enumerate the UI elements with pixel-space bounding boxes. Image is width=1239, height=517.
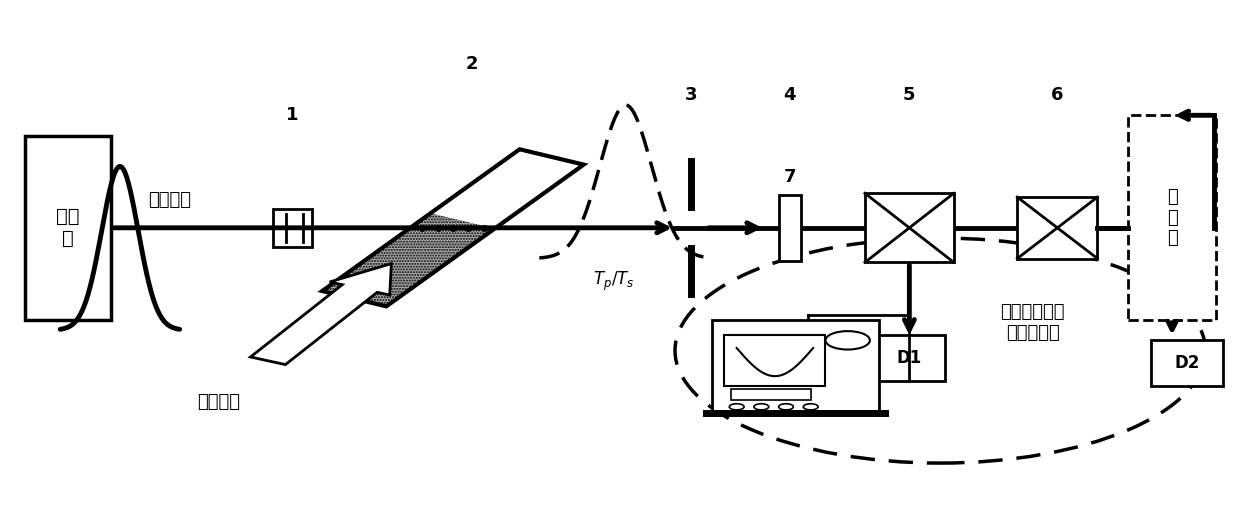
Bar xyxy=(25,136,112,320)
Text: 4: 4 xyxy=(783,86,795,104)
Bar xyxy=(725,335,825,386)
Bar xyxy=(731,389,810,400)
Polygon shape xyxy=(431,149,584,229)
Text: 激光
器: 激光 器 xyxy=(57,207,79,248)
Text: 像
传
递: 像 传 递 xyxy=(1167,188,1177,247)
Bar xyxy=(865,193,954,262)
Bar xyxy=(1151,340,1223,386)
Bar xyxy=(778,194,800,261)
Text: 3: 3 xyxy=(685,86,698,104)
Text: 5: 5 xyxy=(903,86,916,104)
Text: 6: 6 xyxy=(1051,86,1063,104)
Bar xyxy=(712,320,878,415)
Text: 1: 1 xyxy=(286,107,299,124)
Bar xyxy=(873,335,945,381)
Polygon shape xyxy=(250,264,392,364)
Text: 激光脉冲测量
与记录系统: 激光脉冲测量 与记录系统 xyxy=(1000,303,1066,342)
Bar xyxy=(1127,115,1217,320)
Text: $T_p/T_s$: $T_p/T_s$ xyxy=(592,270,634,293)
Text: 探针激光: 探针激光 xyxy=(147,191,191,209)
Bar xyxy=(273,209,312,247)
Text: D2: D2 xyxy=(1175,354,1199,372)
Polygon shape xyxy=(322,213,494,307)
Bar xyxy=(1017,197,1098,258)
Text: 7: 7 xyxy=(783,168,795,186)
Text: 伽马脉冲: 伽马脉冲 xyxy=(197,393,240,410)
Text: D1: D1 xyxy=(897,349,922,367)
Text: 2: 2 xyxy=(465,55,478,73)
